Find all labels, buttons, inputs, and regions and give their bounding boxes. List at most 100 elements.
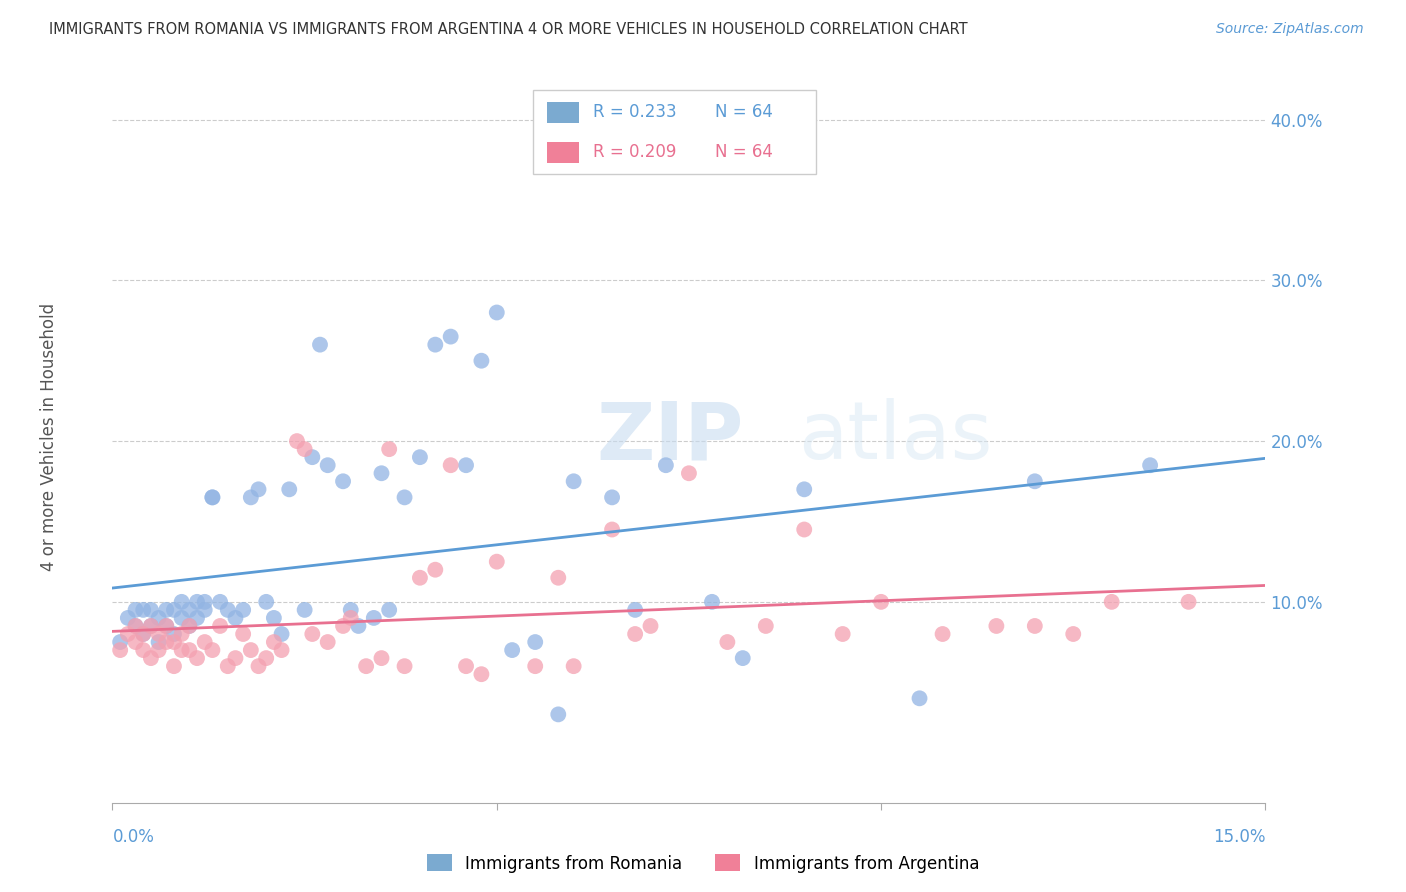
Point	[624, 627, 647, 641]
Point	[425, 337, 447, 351]
Point	[132, 627, 155, 641]
Point	[370, 467, 392, 481]
Point	[132, 643, 155, 657]
Point	[1024, 619, 1046, 633]
Point	[224, 611, 246, 625]
Point	[908, 691, 931, 706]
Point	[470, 353, 492, 368]
Point	[186, 651, 208, 665]
Point	[186, 595, 208, 609]
Point	[370, 651, 392, 665]
Point	[986, 619, 1008, 633]
Point	[700, 595, 723, 609]
Point	[470, 667, 492, 681]
Point	[108, 643, 131, 657]
Point	[378, 603, 401, 617]
Bar	[547, 143, 579, 162]
Point	[254, 651, 277, 665]
Point	[301, 450, 323, 465]
Point	[547, 571, 569, 585]
Point	[294, 603, 316, 617]
Point	[440, 458, 463, 473]
Point	[347, 619, 370, 633]
Bar	[533, 90, 815, 174]
Text: IMMIGRANTS FROM ROMANIA VS IMMIGRANTS FROM ARGENTINA 4 OR MORE VEHICLES IN HOUSE: IMMIGRANTS FROM ROMANIA VS IMMIGRANTS FR…	[49, 22, 967, 37]
Text: N = 64: N = 64	[716, 143, 773, 161]
Text: R = 0.233: R = 0.233	[593, 103, 676, 120]
Point	[124, 619, 146, 633]
Point	[793, 523, 815, 537]
Point	[931, 627, 953, 641]
Point	[562, 659, 585, 673]
Point	[217, 659, 239, 673]
Point	[247, 483, 270, 497]
Point	[232, 603, 254, 617]
Point	[132, 603, 155, 617]
Point	[132, 627, 155, 641]
Point	[194, 603, 217, 617]
Point	[163, 635, 186, 649]
Point	[524, 659, 547, 673]
Point	[1062, 627, 1084, 641]
Point	[454, 458, 477, 473]
Point	[139, 619, 162, 633]
Point	[600, 491, 623, 505]
Point	[278, 483, 301, 497]
Point	[232, 627, 254, 641]
Point	[148, 611, 170, 625]
Point	[425, 563, 447, 577]
Point	[239, 643, 262, 657]
Point	[793, 483, 815, 497]
Point	[485, 305, 508, 319]
Bar	[547, 102, 579, 122]
Point	[186, 611, 208, 625]
Point	[309, 337, 332, 351]
Point	[270, 643, 292, 657]
Point	[124, 619, 146, 633]
Point	[363, 611, 385, 625]
Point	[155, 635, 177, 649]
Point	[870, 595, 893, 609]
Point	[170, 627, 193, 641]
Point	[179, 643, 201, 657]
Point	[831, 627, 853, 641]
Text: 15.0%: 15.0%	[1213, 828, 1265, 846]
Point	[254, 595, 277, 609]
Point	[339, 603, 361, 617]
Point	[155, 603, 177, 617]
Point	[263, 611, 285, 625]
Point	[655, 458, 678, 473]
Point	[316, 458, 339, 473]
Point	[547, 707, 569, 722]
Point	[294, 442, 316, 457]
Point	[124, 635, 146, 649]
Point	[139, 603, 162, 617]
Point	[263, 635, 285, 649]
Point	[155, 619, 177, 633]
Text: R = 0.209: R = 0.209	[593, 143, 676, 161]
Point	[217, 603, 239, 617]
Text: atlas: atlas	[799, 398, 993, 476]
Point	[678, 467, 700, 481]
Point	[524, 635, 547, 649]
Text: N = 64: N = 64	[716, 103, 773, 120]
Point	[600, 523, 623, 537]
Text: Source: ZipAtlas.com: Source: ZipAtlas.com	[1216, 22, 1364, 37]
Point	[201, 643, 224, 657]
Point	[270, 627, 292, 641]
Point	[148, 627, 170, 641]
Point	[139, 619, 162, 633]
Point	[117, 627, 139, 641]
Point	[339, 611, 361, 625]
Point	[1101, 595, 1123, 609]
Point	[562, 475, 585, 489]
Point	[409, 450, 432, 465]
Point	[354, 659, 377, 673]
Point	[117, 611, 139, 625]
Point	[731, 651, 754, 665]
Point	[163, 659, 186, 673]
Point	[501, 643, 523, 657]
Text: 4 or more Vehicles in Household: 4 or more Vehicles in Household	[39, 303, 58, 571]
Point	[170, 643, 193, 657]
Point	[179, 619, 201, 633]
